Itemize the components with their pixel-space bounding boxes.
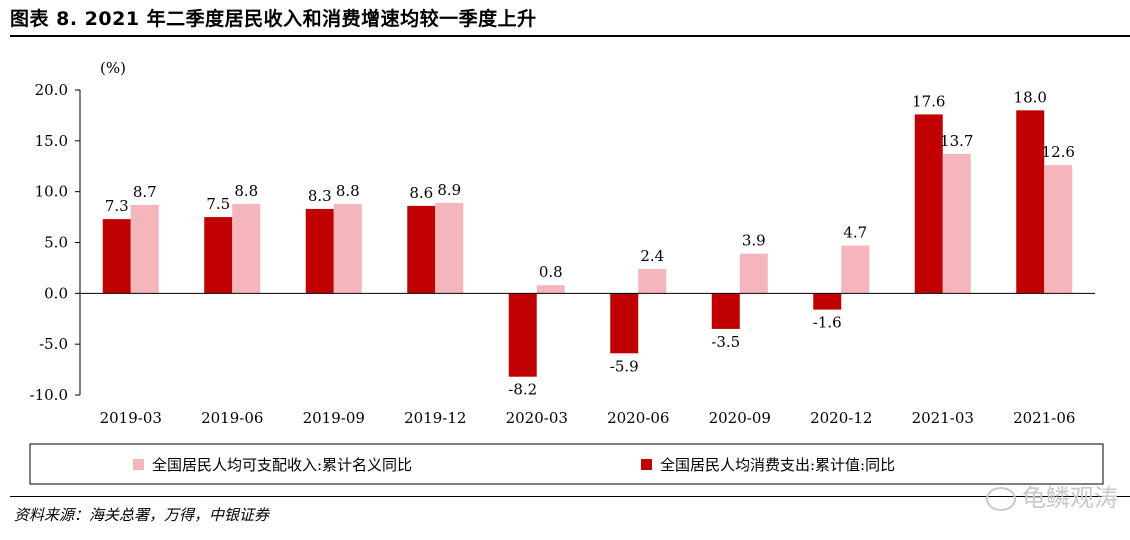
bar-consumption xyxy=(711,293,740,329)
bar-income xyxy=(130,204,159,294)
x-tick-label: 2020-12 xyxy=(810,409,872,427)
bar-consumption xyxy=(204,217,233,294)
bar-income xyxy=(739,253,768,294)
data-label-consumption: -1.6 xyxy=(813,314,842,332)
data-label-income: 12.6 xyxy=(1042,143,1075,161)
figure-title: 图表 8. 2021 年二季度居民收入和消费增速均较一季度上升 xyxy=(10,8,537,30)
chart: -10.0 -5.0 0.0 5.0 10.0 15.0 20.0 (%) 7.38.7 7.5… xyxy=(29,59,1104,485)
bar-income xyxy=(232,203,261,294)
data-label-consumption: -8.2 xyxy=(508,381,537,399)
data-label-consumption: 17.6 xyxy=(912,92,945,110)
bar-income xyxy=(1044,165,1073,294)
y-tick-label: 10.0 xyxy=(35,183,68,201)
bar-income xyxy=(942,154,971,294)
data-label-income: 8.8 xyxy=(234,182,258,200)
data-label-consumption: -5.9 xyxy=(610,357,639,375)
data-label-consumption: -3.5 xyxy=(711,333,740,351)
data-label-income: 3.9 xyxy=(742,232,766,250)
y-tick-label: 15.0 xyxy=(35,132,68,150)
source-rule xyxy=(10,496,1130,497)
data-label-consumption: 7.5 xyxy=(206,195,230,213)
bar-consumption xyxy=(305,208,334,294)
legend-label-consumption: 全国居民人均消费支出:累计值:同比 xyxy=(660,456,895,474)
legend: 全国居民人均可支配收入:累计名义同比 全国居民人均消费支出:累计值:同比 xyxy=(29,443,1104,485)
x-tick-label: 2019-09 xyxy=(303,409,365,427)
y-tick-label: 5.0 xyxy=(44,234,68,252)
bar-consumption xyxy=(102,219,131,294)
x-tick-label: 2020-09 xyxy=(709,409,771,427)
bar-consumption xyxy=(813,293,842,310)
bar-consumption xyxy=(407,205,436,294)
bar-income xyxy=(638,268,667,294)
data-label-consumption: 8.3 xyxy=(308,187,332,205)
x-axis: 2019-03 2019-06 2019-09 2019-12 2020-03 2020-… xyxy=(80,292,1095,427)
data-labels: 7.38.77.58.8 8.3 8.8 8.6 8.9-8.20.8-5.92.4-3… xyxy=(105,88,1075,398)
bar-consumption xyxy=(508,293,537,377)
legend-box xyxy=(29,443,1104,485)
bars xyxy=(102,110,1073,377)
data-label-consumption: 8.6 xyxy=(409,184,433,202)
y-tick-label: -5.0 xyxy=(39,335,68,353)
x-tick-label: 2020-03 xyxy=(506,409,568,427)
bar-consumption xyxy=(1016,110,1045,294)
title-rule xyxy=(10,35,1130,37)
legend-swatch-consumption xyxy=(641,459,652,470)
data-label-income: 2.4 xyxy=(640,247,664,265)
watermark: 龟鳞观涛 xyxy=(986,478,1118,513)
data-label-income: 8.9 xyxy=(437,181,461,199)
x-tick-label: 2019-03 xyxy=(100,409,162,427)
bar-income xyxy=(841,245,870,294)
data-label-income: 13.7 xyxy=(940,132,973,150)
legend-swatch-income xyxy=(133,459,144,470)
wechat-icon xyxy=(986,487,1016,511)
bar-consumption xyxy=(610,293,639,354)
data-label-income: 8.7 xyxy=(133,183,157,201)
x-tick-label: 2021-06 xyxy=(1013,409,1075,427)
data-label-consumption: 7.3 xyxy=(105,197,129,215)
bar-consumption xyxy=(914,114,943,294)
bar-income xyxy=(536,285,565,294)
y-tick-label: 20.0 xyxy=(35,81,68,99)
y-tick-label: 0.0 xyxy=(44,284,68,302)
x-tick-label: 2020-06 xyxy=(607,409,669,427)
bar-income xyxy=(333,203,362,294)
data-label-income: 4.7 xyxy=(843,224,867,242)
y-tick-label: -10.0 xyxy=(30,386,68,404)
data-label-consumption: 18.0 xyxy=(1014,88,1047,106)
source-note: 资料来源：海关总署，万得，中银证券 xyxy=(14,506,270,524)
bar-income xyxy=(435,202,464,294)
legend-label-income: 全国居民人均可支配收入:累计名义同比 xyxy=(152,456,412,474)
y-axis-unit-label: (%) xyxy=(100,59,126,77)
data-label-income: 0.8 xyxy=(539,263,563,281)
x-tick-label: 2019-06 xyxy=(201,409,263,427)
data-label-income: 8.8 xyxy=(336,182,360,200)
x-tick-label: 2019-12 xyxy=(404,409,466,427)
watermark-text: 龟鳞观涛 xyxy=(1022,484,1118,512)
x-tick-label: 2021-03 xyxy=(912,409,974,427)
y-axis: -10.0 -5.0 0.0 5.0 10.0 15.0 20.0 (%) xyxy=(30,59,126,404)
